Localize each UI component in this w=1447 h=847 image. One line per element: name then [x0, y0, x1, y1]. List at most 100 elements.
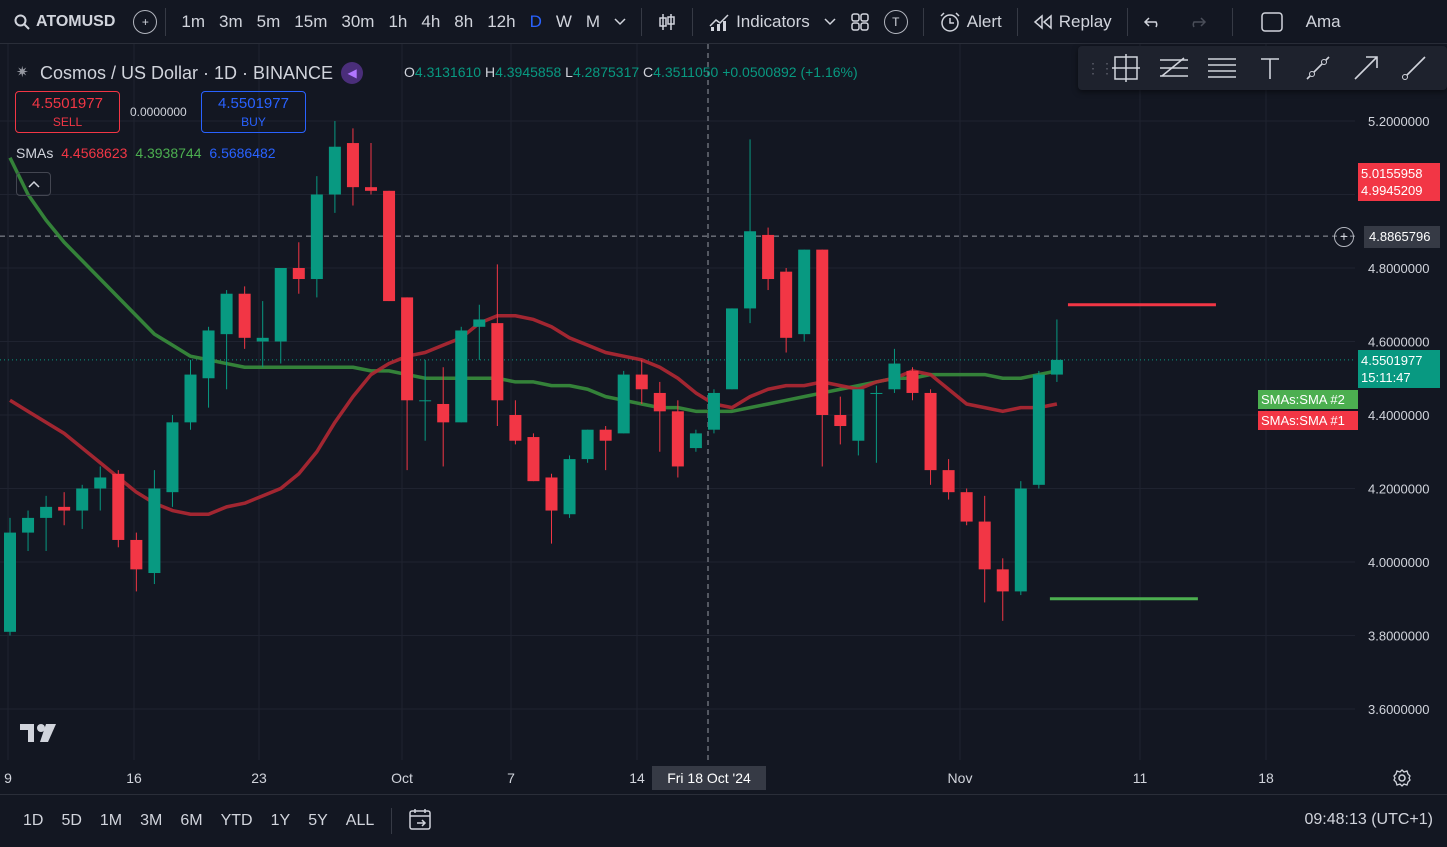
range-button-1d[interactable]: 1D: [23, 812, 44, 829]
fib-tool-button[interactable]: [1152, 50, 1196, 86]
trend-line-tool-button[interactable]: [1296, 50, 1340, 86]
candle-body: [256, 337, 269, 342]
indicators-dropdown-button[interactable]: [817, 0, 843, 43]
candle-body: [852, 389, 865, 441]
undo-icon: [1143, 16, 1158, 27]
divider: [641, 7, 643, 36]
time-axis-label: 11: [1133, 770, 1148, 786]
lines-tool-button[interactable]: [1200, 50, 1244, 86]
interval-button-3m[interactable]: 3m: [219, 11, 243, 31]
range-button-ytd[interactable]: YTD: [220, 812, 253, 829]
fib-retracement-icon: [1160, 57, 1188, 77]
candle-body: [274, 268, 287, 342]
drag-handle-icon[interactable]: ⋮⋮: [1086, 59, 1114, 76]
arrow-tool-button[interactable]: [1344, 50, 1388, 86]
candle-body: [906, 370, 919, 393]
divider: [922, 7, 924, 36]
square-icon: [1260, 11, 1283, 32]
indicators-button[interactable]: Indicators: [701, 0, 817, 43]
candle-body: [1032, 374, 1045, 485]
fullscreen-button[interactable]: [1253, 0, 1291, 43]
chart-canvas[interactable]: 5.2000000 4.8000000 4.6000000 4.4000000 4.20…: [0, 44, 1447, 794]
layouts-button[interactable]: [843, 0, 877, 43]
time-axis-label: 23: [251, 770, 267, 786]
range-button-1y[interactable]: 1Y: [270, 812, 291, 829]
candle-body: [184, 374, 197, 423]
candle-body: [437, 403, 450, 423]
range-button-3m[interactable]: 3M: [140, 812, 163, 829]
text-tool-button[interactable]: [1248, 50, 1292, 86]
sma-value-2: 4.3938744: [135, 145, 202, 161]
range-button-all[interactable]: ALL: [345, 812, 375, 829]
candle-body: [726, 308, 738, 390]
alert-button[interactable]: Alert: [932, 0, 1009, 43]
sell-price: 4.5501977: [32, 95, 103, 112]
symbol-name: ATOMUSD: [36, 12, 116, 30]
interval-button-1m[interactable]: 1m: [181, 11, 206, 31]
ray-tool-button[interactable]: [1392, 50, 1436, 86]
candle-body: [942, 470, 955, 493]
interval-button-m[interactable]: M: [585, 11, 601, 31]
bar-countdown: 15:11:47: [1361, 370, 1411, 385]
go-to-date-button[interactable]: [400, 807, 440, 836]
range-button-5y[interactable]: 5Y: [308, 812, 328, 829]
account-button[interactable]: Ama: [1299, 0, 1348, 43]
gear-icon[interactable]: [1392, 768, 1412, 788]
tradingview-logo-icon: [20, 724, 56, 742]
interval-button-4h[interactable]: 4h: [421, 11, 441, 31]
interval-button-w[interactable]: W: [555, 11, 572, 31]
candle-body: [780, 271, 793, 338]
candle-body: [545, 477, 558, 511]
replay-button[interactable]: Replay: [1026, 0, 1119, 43]
range-button-1m[interactable]: 1M: [99, 812, 123, 829]
sma-value-3: 6.5686482: [209, 145, 276, 161]
buy-button[interactable]: 4.5501977 BUY: [201, 91, 306, 133]
exchange-badge-icon[interactable]: ◀: [341, 62, 364, 84]
crosshair-tool-button[interactable]: [1104, 50, 1148, 86]
interval-button-d[interactable]: D: [529, 11, 542, 31]
t-badge: T: [883, 9, 908, 34]
time-axis-label: 18: [1258, 770, 1274, 786]
top-toolbar: ATOMUSD + 1m 3m 5m 15m 30m 1h 4h 8h 12h D W M Indic…: [0, 0, 1447, 44]
date-range-list: 1D 5D 1M 3M 6M YTD 1Y 5Y ALL: [14, 812, 383, 830]
tradingview-logo[interactable]: [20, 722, 58, 750]
interval-list: 1m 3m 5m 15m 30m 1h 4h 8h 12h D W M: [174, 0, 607, 43]
chevron-up-icon: [27, 180, 40, 188]
account-label: Ama: [1305, 11, 1341, 31]
collapse-legend-button[interactable]: [16, 172, 51, 196]
candle-body: [870, 392, 883, 394]
candle-body: [455, 330, 468, 423]
sell-button[interactable]: 4.5501977 SELL: [15, 91, 120, 133]
candle-body: [960, 492, 973, 522]
symbol-search[interactable]: ATOMUSD: [0, 13, 125, 31]
arrow-icon: [1354, 56, 1378, 80]
candle-body: [383, 190, 396, 302]
interval-button-8h[interactable]: 8h: [454, 11, 474, 31]
redo-button[interactable]: [1180, 0, 1214, 43]
interval-dropdown-button[interactable]: [607, 0, 633, 43]
compare-symbol-button[interactable]: +: [133, 9, 158, 34]
interval-button-1h[interactable]: 1h: [388, 11, 408, 31]
candle-body: [365, 187, 377, 191]
range-button-6m[interactable]: 6M: [180, 812, 203, 829]
range-button-5d[interactable]: 5D: [61, 812, 82, 829]
candle-body: [563, 459, 576, 515]
candle-body: [816, 249, 829, 415]
candle-body: [617, 374, 630, 434]
chart-type-button[interactable]: [650, 0, 684, 43]
add-alert-plus-icon[interactable]: +: [1334, 227, 1354, 247]
interval-button-12h[interactable]: 12h: [487, 11, 516, 31]
undo-button[interactable]: [1136, 0, 1170, 43]
chevron-down-icon: [824, 17, 836, 25]
interval-button-5m[interactable]: 5m: [256, 11, 281, 31]
divider: [1126, 7, 1128, 36]
time-axis-label: 7: [507, 770, 515, 786]
clock-timezone[interactable]: 09:48:13 (UTC+1): [1304, 811, 1433, 828]
chart-pane[interactable]: 5.2000000 4.8000000 4.6000000 4.4000000 4.20…: [0, 44, 1447, 794]
redo-icon: [1192, 16, 1206, 27]
interval-button-30m[interactable]: 30m: [341, 11, 375, 31]
templates-button[interactable]: T: [877, 0, 915, 43]
interval-button-15m[interactable]: 15m: [294, 11, 328, 31]
sma-legend[interactable]: SMAs 4.4568623 4.3938744 6.5686482: [16, 145, 276, 161]
candle-body: [58, 506, 71, 511]
